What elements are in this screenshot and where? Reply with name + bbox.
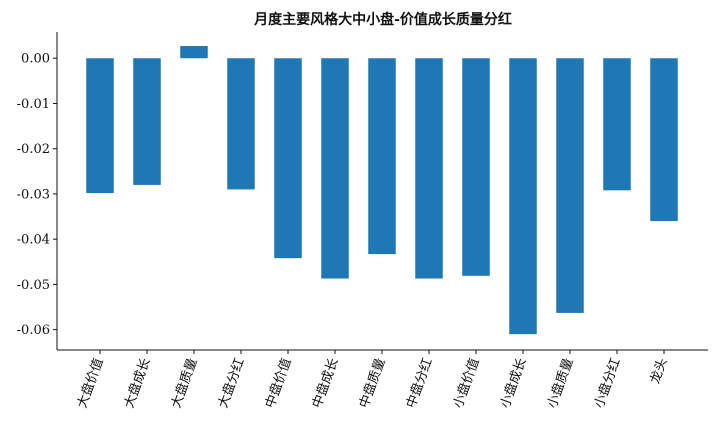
bar	[650, 58, 678, 222]
bar	[415, 58, 443, 279]
bar	[133, 58, 161, 185]
chart-title: 月度主要风格大中小盘-价值成长质量分红	[253, 11, 512, 28]
bar	[227, 58, 255, 190]
x-tick-label: 大盘质量	[168, 356, 201, 410]
x-tick-label: 小盘价值	[450, 356, 483, 410]
y-tick-label: -0.06	[17, 323, 50, 338]
x-tick-label: 中盘价值	[262, 356, 295, 410]
bar	[556, 58, 584, 313]
bar	[321, 58, 349, 279]
x-tick-label: 龙头	[648, 356, 671, 386]
x-tick-label: 小盘分红	[591, 356, 624, 410]
x-tick-label: 中盘成长	[309, 356, 342, 410]
bar	[509, 58, 537, 335]
bar	[603, 58, 631, 191]
y-tick-label: -0.01	[17, 97, 50, 112]
bar	[180, 46, 208, 59]
x-tick-label: 中盘分红	[403, 356, 436, 410]
x-tick-label: 大盘成长	[121, 356, 154, 410]
x-tick-label: 小盘质量	[544, 356, 577, 410]
x-tick-label: 大盘价值	[74, 356, 107, 410]
x-tick-label: 中盘质量	[356, 356, 389, 410]
bar	[368, 58, 396, 255]
y-tick-label: 0.00	[21, 52, 50, 67]
y-tick-label: -0.03	[17, 187, 50, 202]
bar	[86, 58, 114, 194]
bar	[274, 58, 302, 259]
y-tick-label: -0.04	[17, 233, 50, 248]
x-tick-label: 大盘分红	[215, 356, 248, 410]
x-tick-label: 小盘成长	[497, 356, 530, 410]
bar	[462, 58, 490, 276]
y-tick-label: -0.05	[17, 278, 50, 293]
y-tick-label: -0.02	[17, 142, 50, 157]
